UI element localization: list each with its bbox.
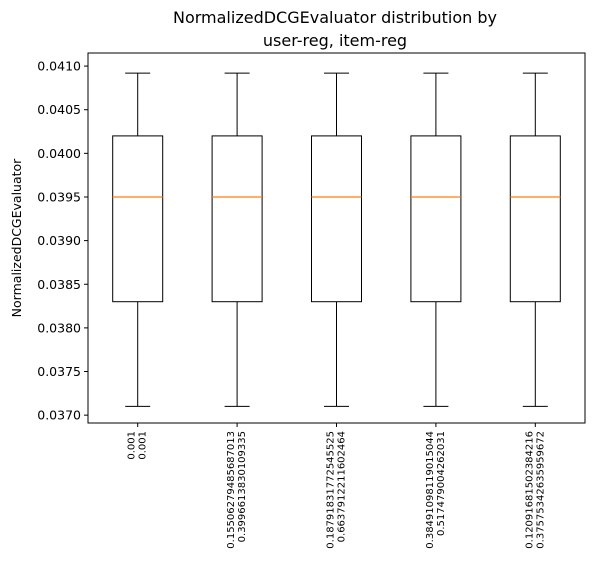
y-tick-label: 0.0380	[37, 320, 81, 335]
y-tick-label: 0.0400	[37, 146, 81, 161]
y-tick-label: 0.0395	[37, 189, 81, 204]
plot-area: 0.0370 0.0375 0.0380 0.0385 0.0390 0.0395 0.04…	[37, 59, 561, 549]
y-tick-label: 0.0410	[37, 59, 81, 74]
y-tick-label: 0.0385	[37, 277, 81, 292]
y-axis-label: NormalizedDCGEvaluator	[9, 158, 24, 317]
x-tick-label: 0.37575342635959672	[535, 431, 546, 549]
box	[112, 135, 164, 303]
box	[509, 135, 561, 303]
x-tick-label: 0.15506279485687013	[226, 431, 237, 549]
y-tick-label: 0.0370	[37, 408, 81, 423]
box	[410, 135, 462, 303]
x-tick-label: 0.517479004262031	[436, 431, 447, 536]
box	[211, 135, 263, 303]
x-tick-label: 0.6637912211602464	[337, 431, 348, 542]
y-tick-label: 0.0390	[37, 233, 81, 248]
x-tick-label: 0.001	[127, 431, 138, 460]
chart-title-line-2: user-reg, item-reg	[263, 31, 407, 50]
x-tick-label: 0.3996613830109335	[237, 431, 248, 542]
x-tick-label: 0.18791831772545525	[326, 431, 337, 549]
x-tick-label: 0.38491098119015044	[425, 431, 436, 549]
axes-frame	[87, 52, 586, 424]
x-tick-label: 0.001	[138, 431, 149, 460]
y-tick-label: 0.0405	[37, 102, 81, 117]
y-tick-label: 0.0375	[37, 364, 81, 379]
box	[311, 135, 362, 303]
chart-title-line-1: NormalizedDCGEvaluator distribution by	[173, 8, 497, 27]
x-tick-label: 0.12091681502384216	[524, 431, 535, 549]
